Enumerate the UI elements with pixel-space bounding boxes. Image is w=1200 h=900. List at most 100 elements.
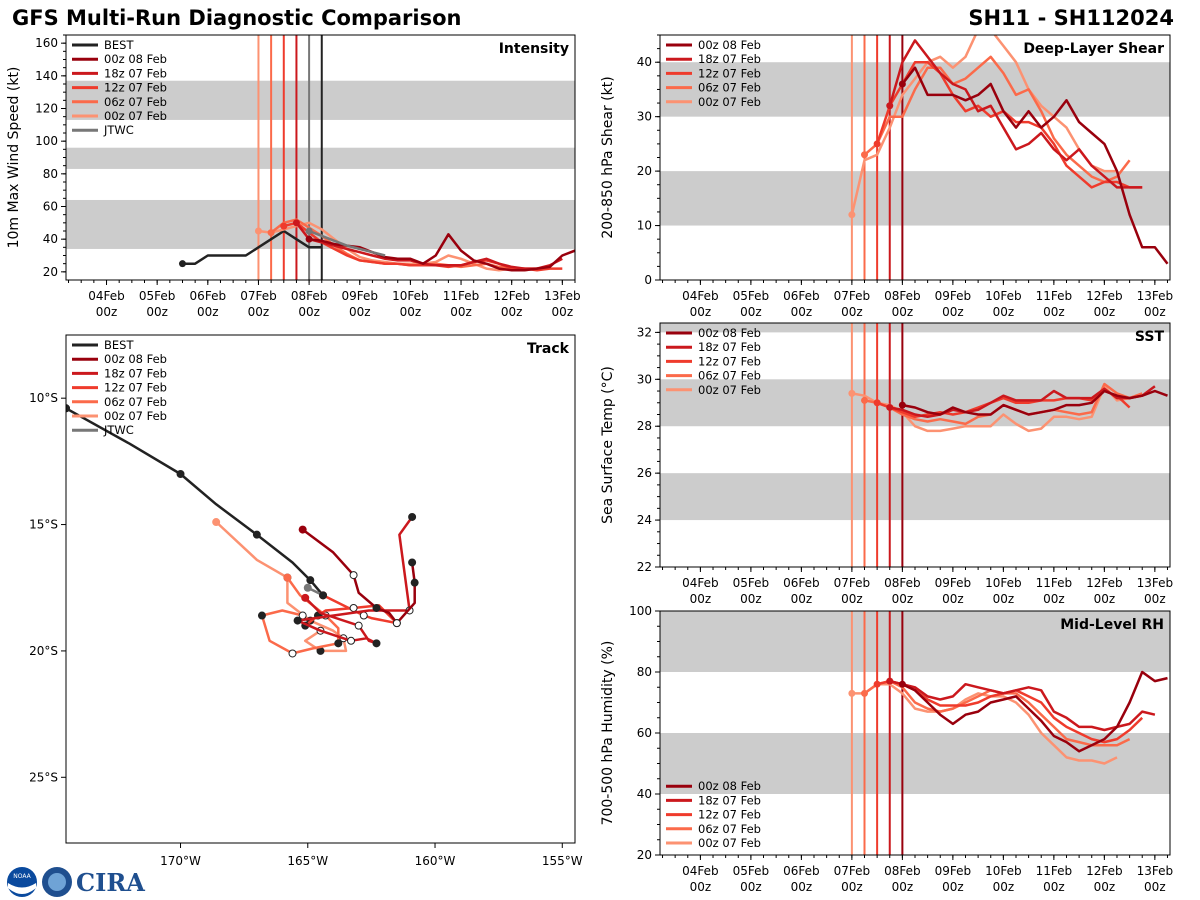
y-tick-label: 40 — [43, 232, 58, 246]
track-start-point-r06z07 — [283, 573, 292, 582]
x-tick-hour: 00z — [501, 305, 523, 319]
plot-area — [66, 404, 419, 658]
x-tick-hour: 00z — [942, 305, 964, 319]
legend-label: 12z 07 Feb — [104, 381, 167, 395]
shaded-band — [660, 171, 1170, 226]
track-point-r12z07 — [349, 603, 358, 612]
x-tick-hour: 00z — [791, 592, 813, 606]
x-tick-hour: 00z — [740, 305, 762, 319]
x-tick-hour: 00z — [993, 880, 1015, 894]
series-init-point-r00z07 — [848, 211, 856, 219]
panel-title: SST — [1135, 329, 1165, 345]
x-tick-date: 10Feb — [985, 576, 1022, 590]
x-tick-date: 08Feb — [884, 576, 921, 590]
x-tick-hour: 00z — [690, 880, 712, 894]
x-tick-hour: 00z — [841, 305, 863, 319]
x-tick-date: 09Feb — [935, 864, 972, 878]
y-tick-label: 22 — [637, 560, 652, 574]
x-tick-hour: 00z — [1094, 592, 1116, 606]
x-tick-date: 07Feb — [240, 289, 277, 303]
y-tick-label: 30 — [637, 372, 652, 386]
legend-label: 00z 08 Feb — [104, 52, 167, 66]
legend-label: 00z 08 Feb — [698, 326, 761, 340]
series-init-point-r12z07 — [873, 399, 881, 407]
track-point-r06z07 — [257, 611, 266, 620]
x-tick-date: 04Feb — [682, 864, 719, 878]
y-tick-label: 30 — [637, 110, 652, 124]
x-tick-hour: 00z — [690, 592, 712, 606]
series-init-point-r00z08 — [898, 80, 906, 88]
series-init-point-r12z07 — [873, 680, 881, 688]
y-tick-label: 26 — [637, 466, 652, 480]
x-tick-hour: 00z — [740, 592, 762, 606]
x-tick-date: 12Feb — [1086, 289, 1123, 303]
x-tick-hour: 00z — [349, 305, 371, 319]
track-point-r06z07 — [288, 649, 297, 658]
x-tick-hour: 00z — [942, 592, 964, 606]
track-point-best — [176, 470, 185, 479]
legend-label: 18z 07 Feb — [104, 66, 167, 80]
legend-label: 06z 07 Feb — [104, 395, 167, 409]
x-tick-hour: 00z — [552, 305, 574, 319]
x-tick-date: 13Feb — [1137, 864, 1174, 878]
x-tick-hour: 00z — [248, 305, 270, 319]
series-init-point-r00z08 — [305, 235, 313, 243]
noaa-text: NOAA — [13, 873, 31, 880]
series-line-best — [66, 407, 324, 597]
x-tick-hour: 00z — [740, 880, 762, 894]
series-line-r00z08 — [902, 389, 1168, 416]
series-line-r12z07 — [875, 60, 1143, 189]
x-tick-hour: 00z — [1094, 880, 1116, 894]
legend-label: 06z 07 Feb — [698, 822, 761, 836]
series-init-point-r06z07 — [861, 151, 869, 159]
y-tick-label: 0 — [644, 273, 652, 287]
series-line-r00z07 — [850, 35, 1117, 215]
series-line-r18z07 — [888, 39, 1143, 189]
x-tick-date: 12Feb — [493, 289, 530, 303]
series-line-r00z07 — [851, 682, 1118, 765]
y-tick-label: 20°S — [29, 644, 58, 658]
series-init-point-r12z07 — [280, 222, 288, 230]
x-tick-hour: 00z — [1043, 592, 1065, 606]
y-axis-label: Sea Surface Temp (°C) — [600, 366, 616, 524]
chart-intensity: 20 40 60 80 100 120 140 160 04Feb 00z 05Feb 00z 06Fe… — [6, 34, 581, 319]
y-tick-label: 120 — [35, 102, 58, 116]
x-tick-date: 06Feb — [783, 864, 820, 878]
x-tick-date: 11Feb — [443, 289, 480, 303]
series-init-point-best — [178, 260, 186, 268]
series-line-r00z08 — [901, 66, 1169, 265]
track-start-point-r18z07 — [301, 593, 310, 602]
series-init-point-r12z07 — [873, 140, 881, 148]
x-tick-hour: 00z — [400, 305, 422, 319]
series-init-point-r00z07 — [848, 689, 856, 697]
plot-area — [660, 323, 1170, 567]
legend-label: JTWC — [103, 423, 134, 437]
track-start-point-r00z08 — [298, 525, 307, 534]
x-tick-hour: 00z — [1043, 305, 1065, 319]
y-tick-label: 140 — [35, 69, 58, 83]
x-tick-label: 155°W — [542, 854, 583, 868]
y-tick-label: 10°S — [29, 391, 58, 405]
plot-area — [660, 611, 1170, 855]
track-point-best — [306, 576, 315, 585]
series-line-r12z07 — [876, 679, 1144, 744]
x-tick-date: 09Feb — [341, 289, 378, 303]
legend-label: 00z 08 Feb — [104, 352, 167, 366]
legend-label: 12z 07 Feb — [698, 66, 761, 80]
noaa-logo-icon: NOAA — [7, 867, 37, 897]
x-tick-label: 160°W — [415, 854, 456, 868]
track-point-r18z07 — [408, 512, 417, 521]
y-tick-label: 15°S — [29, 518, 58, 532]
x-tick-hour: 00z — [96, 305, 118, 319]
legend-label: 00z 07 Feb — [104, 409, 167, 423]
x-tick-hour: 00z — [197, 305, 219, 319]
plot-area — [66, 35, 575, 280]
y-tick-label: 60 — [637, 726, 652, 740]
y-tick-label: 60 — [43, 200, 58, 214]
x-tick-date: 12Feb — [1086, 576, 1123, 590]
series-init-point-jtwc — [305, 227, 313, 235]
track-point-r12z07 — [359, 611, 368, 620]
cira-logo: NOAA CIRA — [6, 866, 145, 898]
x-tick-label: 165°W — [287, 854, 328, 868]
track-point-r06z07 — [334, 639, 343, 648]
